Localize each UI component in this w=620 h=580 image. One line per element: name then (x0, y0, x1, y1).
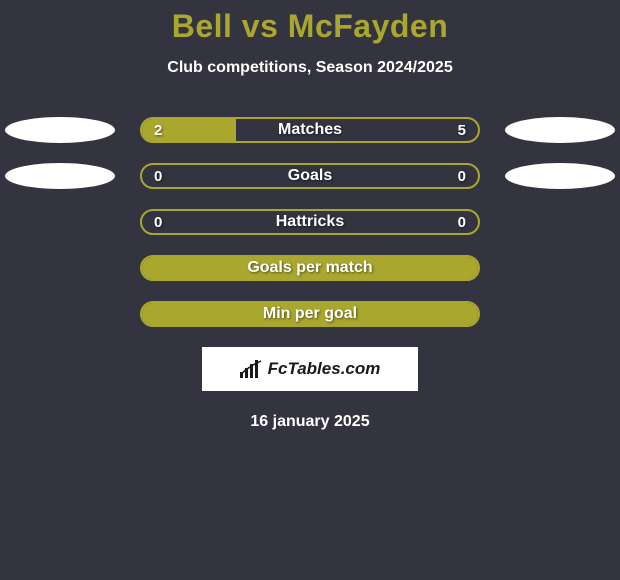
player-left-marker (5, 117, 115, 143)
player-right-marker (505, 117, 615, 143)
bar-chart-icon (240, 360, 262, 378)
stat-row: 00Goals (0, 163, 620, 189)
stat-row: Goals per match (0, 255, 620, 281)
subtitle: Club competitions, Season 2024/2025 (0, 59, 620, 77)
player-right-marker (505, 163, 615, 189)
stat-label: Goals (142, 165, 478, 187)
stat-bar: 00Hattricks (140, 209, 480, 235)
stat-rows-container: 25Matches 00Goals 00Hattricks Goals per mat… (0, 117, 620, 327)
stat-bar: 25Matches (140, 117, 480, 143)
stat-label: Min per goal (142, 303, 478, 325)
player-left-marker (5, 163, 115, 189)
stat-row: Min per goal (0, 301, 620, 327)
stat-label: Matches (142, 119, 478, 141)
stat-bar: Min per goal (140, 301, 480, 327)
stat-bar: Goals per match (140, 255, 480, 281)
page-title: Bell vs McFayden (0, 8, 620, 45)
stat-row: 25Matches (0, 117, 620, 143)
stat-label: Hattricks (142, 211, 478, 233)
logo-text: FcTables.com (268, 359, 381, 379)
date-label: 16 january 2025 (0, 413, 620, 431)
stat-bar: 00Goals (140, 163, 480, 189)
stat-row: 00Hattricks (0, 209, 620, 235)
source-logo[interactable]: FcTables.com (202, 347, 418, 391)
stat-label: Goals per match (142, 257, 478, 279)
comparison-widget: Bell vs McFayden Club competitions, Seas… (0, 0, 620, 431)
